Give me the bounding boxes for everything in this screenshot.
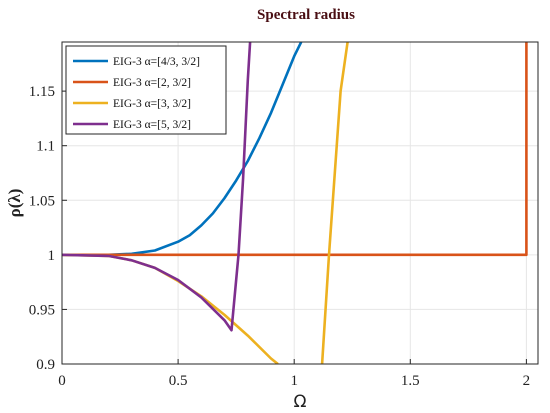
legend: EIG-3 α=[4/3, 3/2] EIG-3 α=[2, 3/2] EIG-3 … [65, 45, 227, 135]
x-tick-label: 1 [290, 373, 298, 389]
series-line-1 [62, 42, 303, 257]
x-tick-label: 0.5 [169, 373, 188, 389]
x-tick-label: 2 [523, 373, 531, 389]
series-layer [62, 42, 528, 364]
y-tick-label: 1 [48, 248, 56, 264]
y-tick-label: 1.1 [36, 139, 55, 155]
y-axis-label: ρ(λ) [5, 189, 24, 218]
y-tick-label: 1.15 [29, 84, 55, 100]
y-tick-label: 1.05 [29, 193, 55, 209]
y-tick-label: 0.9 [36, 357, 55, 373]
legend-label-1: EIG-3 α=[4/3, 3/2] [113, 56, 200, 68]
legend-label-2: EIG-3 α=[2, 3/2] [113, 77, 191, 89]
x-tick-labels: 0 0.5 1 1.5 2 [58, 373, 530, 389]
chart-title: Spectral radius [257, 7, 355, 23]
y-tick-label: 0.95 [29, 302, 55, 318]
series-line-2 [62, 42, 528, 257]
x-tick-label: 0 [58, 373, 66, 389]
y-tick-labels: 0.9 0.95 1 1.05 1.1 1.15 [29, 84, 55, 373]
legend-label-3: EIG-3 α=[3, 3/2] [113, 98, 191, 110]
x-axis-label: Ω [294, 392, 307, 412]
series-line-4 [62, 42, 252, 332]
legend-label-4: EIG-3 α=[5, 3/2] [113, 119, 191, 131]
plot-border [61, 41, 539, 365]
x-tick-label: 1.5 [401, 373, 420, 389]
